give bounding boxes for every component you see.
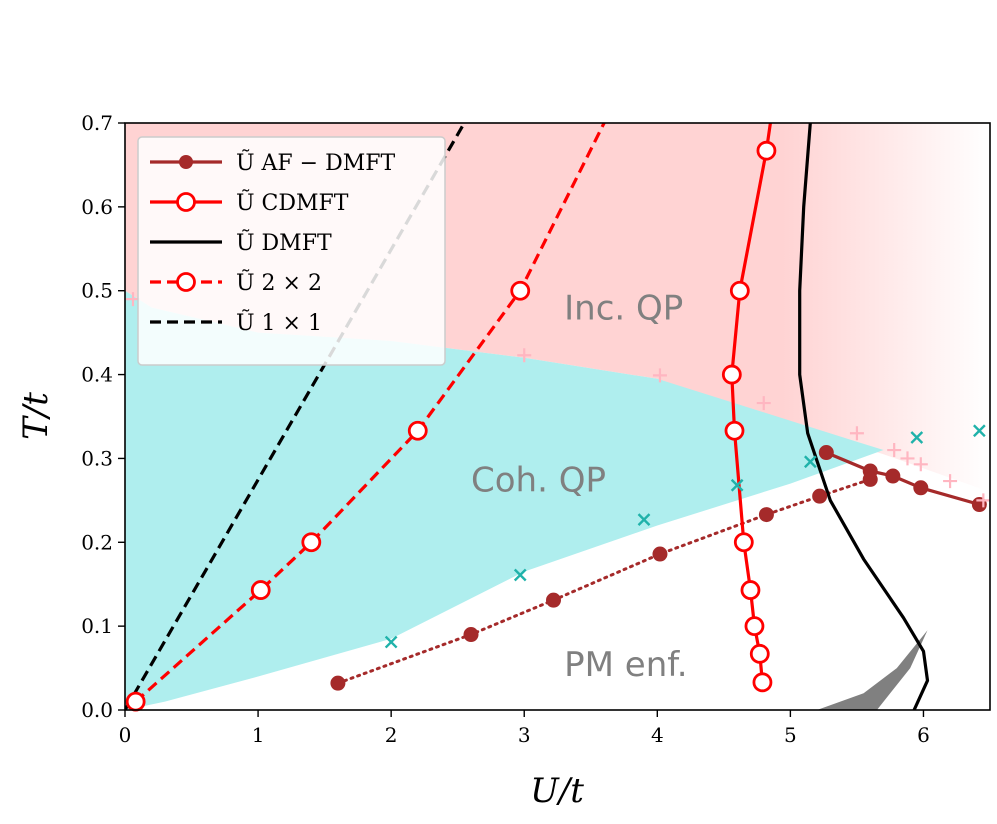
data-point <box>652 368 667 383</box>
data-point <box>943 474 958 489</box>
data-point <box>652 546 668 562</box>
legend: Ũ AF − DMFT Ũ CDMFT Ũ DMFT Ũ 2 × 2 Ũ 1 × 1 <box>137 136 446 366</box>
region-label-pm-enf: PM enf. <box>564 645 687 685</box>
y-axis-label: T/t <box>16 392 56 440</box>
data-point <box>862 471 878 487</box>
region-labels-layer: Inc. QP Coh. QP PM enf. <box>471 288 688 684</box>
data-point <box>330 675 346 691</box>
data-point <box>976 493 991 508</box>
legend-marker <box>176 272 196 292</box>
legend-box <box>137 136 446 366</box>
coh-qp-region <box>125 290 884 710</box>
y-tick-label: 0.2 <box>81 530 113 554</box>
legend-label: Ũ DMFT <box>236 228 332 256</box>
data-point <box>887 443 902 458</box>
data-point <box>749 643 770 664</box>
x-tick-label: 1 <box>252 723 265 747</box>
data-point <box>885 468 901 484</box>
x-tick-label: 5 <box>784 723 797 747</box>
data-point <box>384 635 398 649</box>
data-point <box>803 455 817 469</box>
data-point <box>973 424 986 438</box>
data-point <box>744 616 765 637</box>
data-point <box>724 420 745 441</box>
x-tick-label: 4 <box>651 723 664 747</box>
x-tick-label: 6 <box>917 723 930 747</box>
data-point <box>721 364 742 385</box>
axes-layer: 0 1 2 3 4 5 6 0.0 0.1 0.2 0.3 0.4 0.5 0.6 0.7 <box>81 111 991 747</box>
data-point <box>752 672 773 693</box>
y-tick-label: 0.7 <box>81 111 113 135</box>
data-point <box>758 507 774 523</box>
data-point <box>546 592 562 608</box>
legend-label: Ũ 1 × 1 <box>236 308 322 336</box>
data-point <box>463 627 479 643</box>
data-point <box>740 580 761 600</box>
data-point <box>513 568 527 582</box>
series-3-line <box>798 123 930 710</box>
y-tick-label: 0.4 <box>81 363 113 387</box>
legend-marker <box>176 192 196 212</box>
data-point <box>756 140 777 161</box>
y-tick-label: 0.3 <box>81 446 113 470</box>
x-tick-label: 2 <box>385 723 398 747</box>
x-axis-label: U/t <box>530 771 584 811</box>
markers-layer <box>125 140 991 712</box>
y-tick-label: 0.5 <box>81 279 113 303</box>
series-4-line <box>134 123 606 703</box>
data-point <box>301 532 322 553</box>
data-point <box>913 480 929 496</box>
data-point <box>812 488 828 504</box>
data-point <box>910 431 924 444</box>
data-point <box>756 396 771 411</box>
y-tick-label: 0.0 <box>81 698 113 722</box>
data-point <box>250 580 271 600</box>
data-point <box>125 691 146 712</box>
data-point <box>517 348 532 363</box>
data-point <box>407 420 428 441</box>
legend-label: Ũ AF − DMFT <box>236 148 396 176</box>
data-point <box>730 478 744 492</box>
legend-marker <box>179 155 193 169</box>
data-point <box>510 280 531 301</box>
data-point <box>900 451 915 466</box>
data-point <box>818 445 834 461</box>
y-tick-label: 0.1 <box>81 614 113 638</box>
data-point <box>849 426 864 441</box>
legend-label: Ũ CDMFT <box>236 188 349 216</box>
pm-enf-region <box>817 630 928 710</box>
data-point <box>733 532 754 553</box>
y-tick-label: 0.6 <box>81 195 113 219</box>
data-point <box>637 513 651 526</box>
region-label-coh-qp: Coh. QP <box>471 460 606 500</box>
data-point <box>729 280 750 301</box>
legend-label: Ũ 2 × 2 <box>236 268 322 296</box>
region-label-inc-qp: Inc. QP <box>564 288 683 328</box>
x-tick-label: 3 <box>518 723 531 747</box>
data-point <box>913 457 928 472</box>
x-tick-label: 0 <box>119 723 132 747</box>
plot-frame <box>124 122 991 711</box>
